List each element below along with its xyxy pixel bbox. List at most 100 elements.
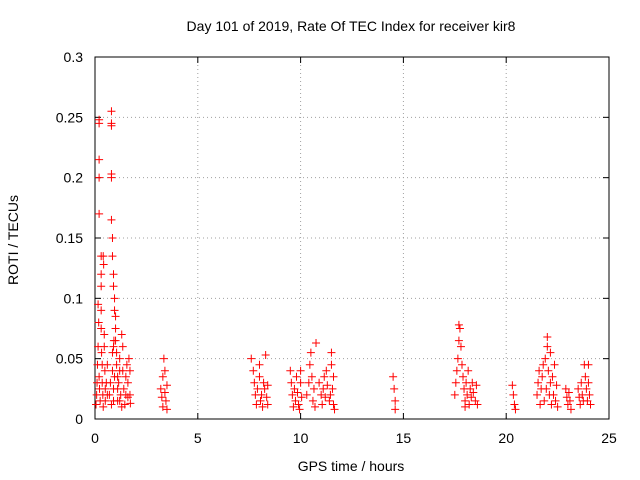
data-point (546, 348, 555, 357)
data-point (258, 402, 267, 411)
x-tick-label: 0 (91, 430, 99, 446)
data-point (97, 306, 106, 315)
y-axis-label: ROTI / TECUs (5, 195, 21, 285)
data-point (115, 354, 124, 363)
data-point (548, 372, 557, 381)
data-point (450, 390, 459, 399)
data-point (453, 354, 462, 363)
data-point (125, 366, 134, 375)
data-point (247, 354, 256, 363)
data-point (119, 384, 128, 393)
data-point (107, 215, 116, 224)
data-point (296, 378, 305, 387)
data-point (261, 351, 270, 360)
data-point (295, 405, 304, 414)
data-point (304, 378, 313, 387)
data-point (553, 402, 562, 411)
data-point (327, 348, 336, 357)
data-point (586, 400, 595, 409)
data-point (578, 390, 587, 399)
data-point (97, 348, 106, 357)
data-point (456, 342, 465, 351)
data-points (92, 107, 595, 414)
y-tick-label: 0.15 (56, 230, 83, 246)
data-point (95, 209, 104, 218)
data-point (533, 390, 542, 399)
data-point (115, 396, 124, 405)
data-point (158, 372, 167, 381)
data-point (584, 378, 593, 387)
data-point (118, 366, 127, 375)
data-point (472, 381, 481, 390)
data-point (100, 366, 109, 375)
data-point (454, 336, 463, 345)
data-point (543, 342, 552, 351)
data-point (263, 400, 272, 409)
x-tick-label: 20 (498, 430, 514, 446)
data-point (126, 399, 135, 408)
data-point (99, 260, 108, 269)
data-point (110, 294, 119, 303)
data-point (293, 388, 302, 397)
data-point (465, 400, 474, 409)
data-point (584, 360, 593, 369)
data-point (109, 270, 118, 279)
data-point (113, 372, 122, 381)
data-point (539, 360, 548, 369)
data-point (549, 390, 558, 399)
data-point (97, 270, 106, 279)
data-point (108, 366, 117, 375)
data-point (101, 384, 110, 393)
data-point (100, 342, 109, 351)
data-point (318, 400, 327, 409)
data-point (464, 366, 473, 375)
data-point (95, 155, 104, 164)
data-point (563, 400, 572, 409)
data-point (259, 378, 268, 387)
data-point (161, 396, 170, 405)
data-point (540, 396, 549, 405)
data-point (112, 348, 121, 357)
data-point (250, 378, 259, 387)
data-point (319, 384, 328, 393)
data-point (463, 390, 472, 399)
data-point (315, 378, 324, 387)
data-point (322, 366, 331, 375)
data-point (323, 381, 332, 390)
data-point (107, 400, 116, 409)
x-tick-label: 15 (396, 430, 412, 446)
data-point (158, 402, 167, 411)
data-point (156, 384, 165, 393)
data-point (509, 390, 518, 399)
data-point (307, 372, 316, 381)
data-point (309, 384, 318, 393)
data-point (124, 354, 133, 363)
data-point (117, 330, 126, 339)
data-point (162, 405, 171, 414)
data-point (95, 119, 104, 128)
data-point (253, 384, 262, 393)
data-point (120, 400, 129, 409)
data-point (287, 378, 296, 387)
data-point (451, 378, 460, 387)
data-point (296, 366, 305, 375)
data-point (581, 372, 590, 381)
data-point (289, 402, 298, 411)
data-point (257, 390, 266, 399)
data-point (114, 378, 123, 387)
data-point (471, 396, 480, 405)
data-point (109, 282, 118, 291)
data-point (118, 342, 127, 351)
data-point (390, 384, 399, 393)
data-point (292, 372, 301, 381)
data-point (391, 405, 400, 414)
data-point (111, 336, 120, 345)
data-point (157, 393, 166, 402)
data-point (312, 338, 321, 347)
data-point (534, 378, 543, 387)
x-tick-label: 5 (194, 430, 202, 446)
data-point (543, 332, 552, 341)
data-point (321, 393, 330, 402)
data-point (469, 388, 478, 397)
